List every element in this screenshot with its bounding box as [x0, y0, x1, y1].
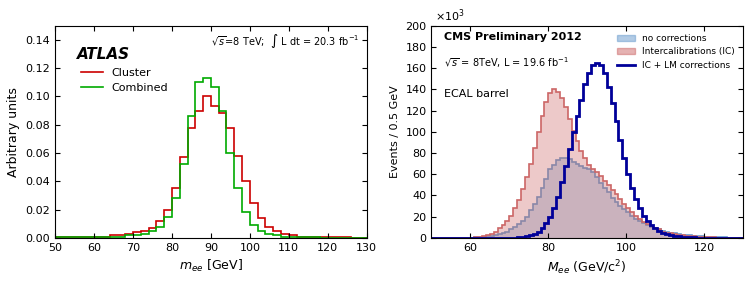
- Y-axis label: Events / 0.5 GeV: Events / 0.5 GeV: [390, 85, 400, 178]
- Legend: Cluster, Combined: Cluster, Combined: [76, 63, 172, 98]
- Text: CMS Preliminary 2012: CMS Preliminary 2012: [444, 32, 582, 42]
- Text: ECAL barrel: ECAL barrel: [444, 89, 509, 99]
- Legend: no corrections, Intercalibrations (IC), IC + LM corrections: no corrections, Intercalibrations (IC), …: [614, 30, 739, 74]
- Text: ATLAS: ATLAS: [77, 47, 130, 62]
- X-axis label: $m_{ee}$ [GeV]: $m_{ee}$ [GeV]: [179, 258, 243, 274]
- Text: $\times$10$^{3}$: $\times$10$^{3}$: [434, 7, 464, 24]
- Y-axis label: Arbitrary units: Arbitrary units: [7, 87, 20, 177]
- X-axis label: $M_{ee}$ (GeV/c$^{2}$): $M_{ee}$ (GeV/c$^{2}$): [548, 258, 627, 277]
- Text: $\sqrt{s}$=8 TeV;  $\int$ L dt = 20.3 fb$^{-1}$: $\sqrt{s}$=8 TeV; $\int$ L dt = 20.3 fb$…: [211, 32, 359, 50]
- Text: $\sqrt{s}$ = 8TeV, L = 19.6 fb$^{-1}$: $\sqrt{s}$ = 8TeV, L = 19.6 fb$^{-1}$: [444, 55, 568, 70]
